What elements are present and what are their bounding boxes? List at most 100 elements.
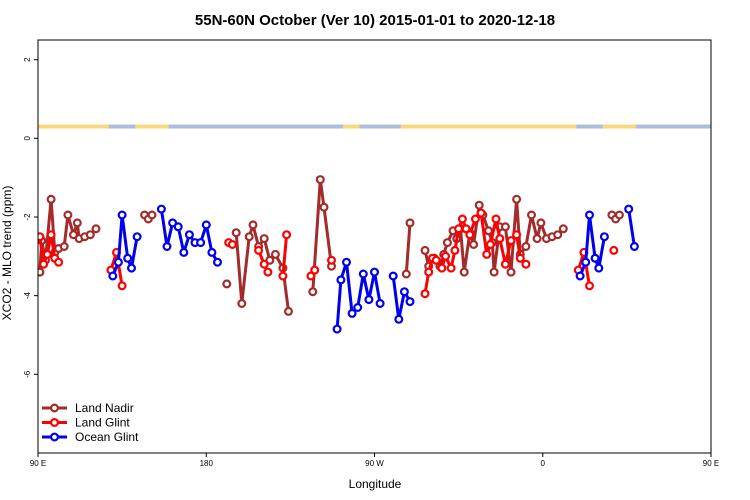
data-point-ocean-glint bbox=[123, 253, 133, 263]
series-layer bbox=[38, 175, 639, 334]
data-point-land-nadir bbox=[222, 279, 232, 289]
data-point-land-nadir bbox=[259, 234, 269, 244]
data-point-ocean-glint bbox=[108, 271, 118, 281]
data-point-land-nadir bbox=[91, 224, 101, 234]
data-point-ocean-glint bbox=[358, 269, 368, 279]
legend-swatch-point bbox=[49, 403, 59, 413]
data-point-ocean-glint bbox=[375, 299, 385, 309]
data-point-land-nadir bbox=[474, 200, 484, 210]
data-point-land-glint bbox=[465, 230, 475, 240]
data-point-land-glint bbox=[495, 234, 505, 244]
data-point-land-glint bbox=[454, 224, 464, 234]
data-point-land-nadir bbox=[231, 228, 241, 238]
y-tick-label: -2 bbox=[23, 213, 32, 221]
data-point-land-nadir bbox=[469, 240, 479, 250]
series-line-land-glint bbox=[281, 234, 289, 277]
data-point-land-glint bbox=[512, 230, 522, 240]
data-point-land-nadir bbox=[63, 210, 73, 220]
data-point-land-glint bbox=[278, 271, 288, 281]
series-land-nadir bbox=[38, 175, 624, 316]
data-point-land-nadir bbox=[532, 234, 542, 244]
legend-swatch-point bbox=[49, 418, 59, 428]
legend-swatch-point bbox=[49, 432, 59, 442]
data-point-land-glint bbox=[506, 236, 516, 246]
data-point-land-nadir bbox=[319, 202, 329, 212]
data-point-ocean-glint bbox=[594, 263, 604, 273]
x-axis-label: Longitude bbox=[349, 477, 402, 491]
data-point-ocean-glint bbox=[117, 210, 127, 220]
data-point-land-nadir bbox=[558, 224, 568, 234]
data-point-ocean-glint bbox=[173, 222, 183, 232]
data-point-ocean-glint bbox=[388, 271, 398, 281]
data-point-ocean-glint bbox=[584, 210, 594, 220]
x-tick-label: 180 bbox=[200, 459, 214, 468]
y-tick-label: -6 bbox=[23, 370, 32, 378]
strip-ocean-band bbox=[359, 124, 401, 129]
data-point-ocean-glint bbox=[179, 247, 189, 257]
y-tick-label: 2 bbox=[23, 57, 32, 62]
series-line-land-nadir bbox=[404, 222, 412, 275]
data-point-ocean-glint bbox=[162, 242, 172, 252]
series-land-glint bbox=[38, 208, 619, 299]
data-point-land-glint bbox=[282, 230, 292, 240]
data-point-ocean-glint bbox=[336, 275, 346, 285]
data-point-land-glint bbox=[584, 281, 594, 291]
legend-label: Land Glint bbox=[75, 416, 130, 430]
data-point-land-glint bbox=[609, 245, 619, 255]
data-point-land-nadir bbox=[244, 232, 254, 242]
data-point-land-nadir bbox=[248, 220, 258, 230]
data-point-ocean-glint bbox=[347, 308, 357, 318]
data-point-land-nadir bbox=[147, 210, 157, 220]
data-point-land-nadir bbox=[459, 267, 469, 277]
data-point-land-nadir bbox=[237, 299, 247, 309]
land-ocean-strip bbox=[38, 124, 711, 129]
data-point-land-glint bbox=[420, 289, 430, 299]
data-point-land-nadir bbox=[46, 194, 56, 204]
data-point-ocean-glint bbox=[332, 324, 342, 334]
chart-title: 55N-60N October (Ver 10) 2015-01-01 to 2… bbox=[195, 12, 555, 29]
data-point-land-glint bbox=[117, 281, 127, 291]
data-point-land-glint bbox=[441, 251, 451, 261]
x-axis-ticks: 90 E 180 90 W 0 90 E bbox=[30, 453, 719, 468]
data-point-land-glint bbox=[306, 271, 316, 281]
data-point-land-nadir bbox=[308, 287, 318, 297]
strip-ocean-band bbox=[109, 124, 136, 129]
data-point-land-nadir bbox=[521, 242, 531, 252]
y-tick-label: 0 bbox=[23, 136, 32, 141]
series-ocean-glint bbox=[108, 204, 639, 334]
data-point-ocean-glint bbox=[599, 232, 609, 242]
series-line-land-nadir bbox=[311, 178, 333, 292]
data-point-land-nadir bbox=[489, 267, 499, 277]
data-point-ocean-glint bbox=[184, 230, 194, 240]
legend-item-ocean-glint: Ocean Glint bbox=[42, 430, 139, 444]
data-point-land-glint bbox=[521, 259, 531, 269]
data-point-ocean-glint bbox=[213, 257, 223, 267]
data-point-land-glint bbox=[482, 249, 492, 259]
data-point-land-glint bbox=[457, 214, 467, 224]
data-point-land-nadir bbox=[484, 226, 494, 236]
data-point-ocean-glint bbox=[581, 257, 591, 267]
strip-ocean-band bbox=[168, 124, 343, 129]
data-point-land-nadir bbox=[506, 267, 516, 277]
data-point-land-glint bbox=[38, 232, 45, 242]
y-axis-label: XCO2 - MLO trend (ppm) bbox=[0, 186, 14, 321]
data-point-land-glint bbox=[470, 214, 480, 224]
data-point-ocean-glint bbox=[575, 271, 585, 281]
data-point-land-glint bbox=[46, 230, 56, 240]
data-point-ocean-glint bbox=[590, 253, 600, 263]
data-point-land-glint bbox=[254, 245, 264, 255]
data-point-ocean-glint bbox=[353, 303, 363, 313]
legend-item-land-nadir: Land Nadir bbox=[42, 401, 134, 415]
data-point-land-glint bbox=[310, 265, 320, 275]
data-point-land-glint bbox=[485, 240, 495, 250]
data-point-ocean-glint bbox=[207, 247, 217, 257]
data-point-land-nadir bbox=[512, 194, 522, 204]
plot-frame bbox=[37, 39, 712, 454]
legend-label: Ocean Glint bbox=[75, 430, 139, 444]
x-tick-label: 0 bbox=[541, 459, 546, 468]
data-point-ocean-glint bbox=[364, 295, 374, 305]
x-tick-label: 90 E bbox=[30, 459, 46, 468]
data-point-land-nadir bbox=[72, 218, 82, 228]
